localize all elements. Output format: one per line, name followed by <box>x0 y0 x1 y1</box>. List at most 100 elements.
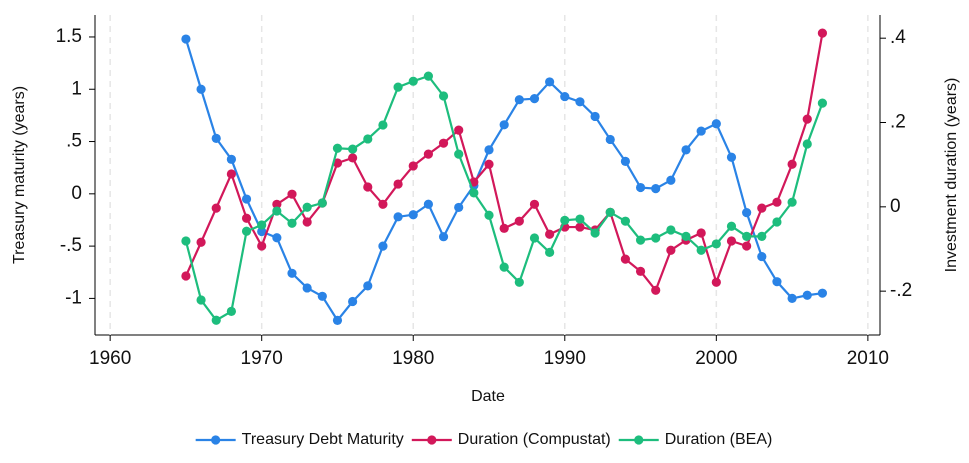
series-line <box>184 74 824 322</box>
data-point <box>651 233 661 243</box>
data-point <box>742 208 752 218</box>
x-tick-label: 1990 <box>544 348 586 369</box>
data-point <box>363 134 373 144</box>
y-tick-label: -1 <box>65 287 82 308</box>
data-point <box>257 226 267 237</box>
data-point <box>211 133 221 143</box>
legend-label: Treasury Debt Maturity <box>242 431 404 448</box>
y-tick-label: 1.5 <box>56 26 82 47</box>
data-point <box>666 225 676 235</box>
data-point <box>181 34 191 44</box>
data-point <box>666 175 676 185</box>
data-point <box>226 169 236 179</box>
data-point <box>575 222 585 232</box>
data-point <box>408 76 418 86</box>
data-point <box>635 266 646 276</box>
data-point <box>772 197 782 207</box>
data-point <box>408 210 418 220</box>
legend-marker <box>211 435 221 445</box>
data-point <box>438 232 449 242</box>
data-point <box>635 182 646 193</box>
data-point <box>272 233 282 243</box>
x-tick-label: 1970 <box>241 348 283 369</box>
data-point <box>393 179 403 189</box>
x-axis-title: Date <box>471 388 505 405</box>
data-point <box>499 120 509 130</box>
data-point <box>605 134 615 145</box>
data-point <box>211 315 221 325</box>
data-point <box>196 84 206 94</box>
data-point <box>226 306 236 316</box>
legend-label: Duration (BEA) <box>665 431 773 448</box>
data-point <box>348 144 358 154</box>
data-point <box>408 161 418 171</box>
data-point <box>757 251 767 262</box>
data-point <box>651 183 661 194</box>
data-point <box>590 111 600 122</box>
data-point <box>393 82 403 92</box>
data-point <box>817 288 828 298</box>
data-point <box>257 241 267 251</box>
data-point <box>454 149 464 159</box>
data-point <box>287 189 297 199</box>
x-tick-label: 2010 <box>847 348 889 369</box>
data-point <box>681 231 691 241</box>
data-point <box>696 126 706 136</box>
data-point <box>378 120 388 130</box>
y2-tick-label: 0 <box>890 196 901 217</box>
data-point <box>696 228 706 238</box>
data-point <box>545 229 555 239</box>
data-point <box>196 295 206 305</box>
data-point <box>757 203 767 213</box>
data-point <box>620 254 631 264</box>
data-point <box>666 245 676 255</box>
data-point <box>726 236 737 246</box>
data-point <box>454 125 464 135</box>
data-point <box>181 236 191 246</box>
data-point <box>241 213 252 223</box>
legend-marker <box>427 435 437 445</box>
data-point <box>423 71 433 81</box>
data-point <box>211 203 221 213</box>
data-point <box>196 237 206 247</box>
x-tick-label: 2000 <box>695 348 737 369</box>
data-point <box>514 95 524 105</box>
data-point <box>332 315 343 325</box>
data-point <box>575 97 585 107</box>
data-point <box>287 218 297 228</box>
data-point <box>378 199 388 209</box>
data-point <box>241 194 252 204</box>
y2-axis-title: Investment duration (years) <box>943 78 960 273</box>
data-point <box>257 220 267 230</box>
data-point <box>302 202 312 212</box>
data-point <box>711 239 721 249</box>
data-point <box>423 199 433 209</box>
series-line <box>184 32 824 293</box>
data-point <box>332 143 343 153</box>
series-line <box>184 38 823 323</box>
y-axis-title: Treasury maturity (years) <box>11 86 28 264</box>
data-point <box>742 231 752 241</box>
data-point <box>620 156 631 167</box>
y-tick-label: 0 <box>71 183 82 204</box>
data-point <box>560 91 570 102</box>
data-point <box>272 199 282 209</box>
data-point <box>726 221 737 231</box>
data-point <box>484 159 494 169</box>
x-tick-label: 1980 <box>392 348 434 369</box>
y-tick-label: -.5 <box>60 235 82 256</box>
data-point <box>575 214 585 224</box>
data-point <box>635 235 646 245</box>
data-point <box>545 77 555 87</box>
data-point <box>272 206 282 216</box>
data-point <box>787 293 797 303</box>
data-point <box>348 296 358 307</box>
data-point <box>620 216 631 226</box>
data-point <box>378 241 388 251</box>
data-point <box>726 152 737 162</box>
data-point <box>817 98 828 108</box>
data-point <box>348 153 358 163</box>
data-point <box>332 158 343 168</box>
data-point <box>787 159 797 169</box>
y2-tick-label: -.2 <box>890 280 912 301</box>
